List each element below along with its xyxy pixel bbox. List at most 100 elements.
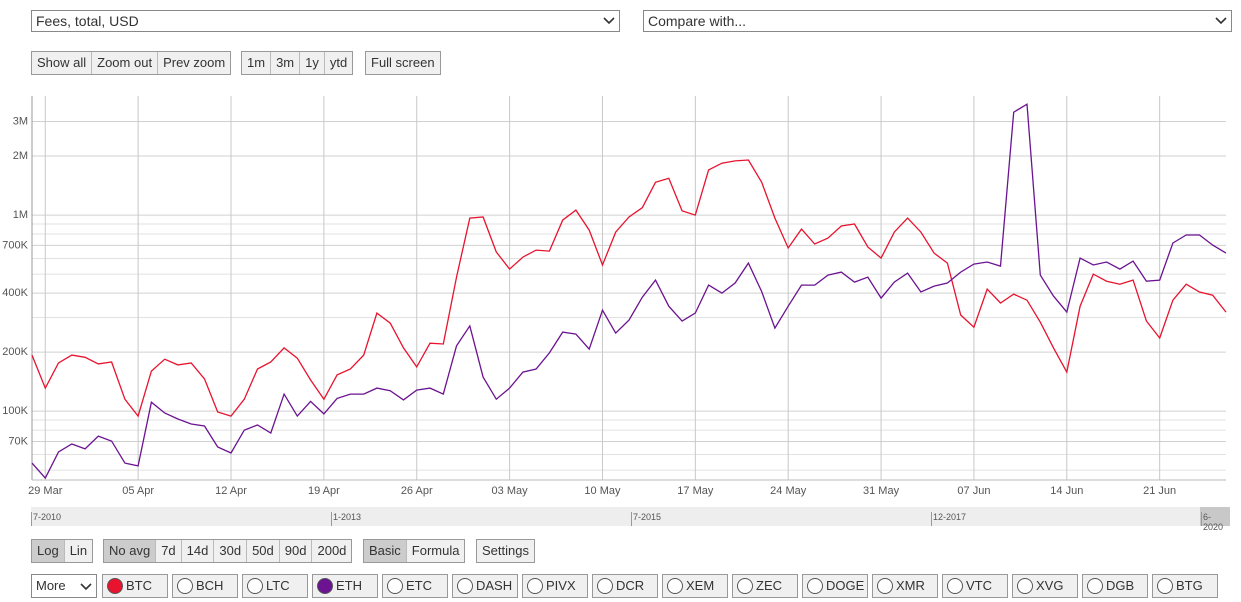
coin-label: BCH [196,578,224,593]
navigator-label: 7-2010 [31,512,61,526]
x-tick-label: 31 May [863,485,900,497]
coin-toggle [947,578,963,594]
coin-toggle [457,578,473,594]
chevron [80,583,92,591]
coin-toggle [667,578,683,594]
button[interactable]: Basic [364,540,407,562]
y-tick-label: 2M [13,150,28,162]
series-line [31,103,1227,480]
x-tick-label: 29 Mar [28,485,63,497]
compare-select[interactable]: Compare with... [643,10,1232,32]
x-tick-label: 21 Jun [1143,485,1176,497]
coin-button[interactable]: XEM [662,574,728,598]
coin-button[interactable]: VTC [942,574,1008,598]
coin-toggle [737,578,753,594]
coin-button[interactable]: BCH [172,574,238,598]
coin-toggle [247,578,263,594]
coin-toggle [877,578,893,594]
navigator-label: 7-2015 [631,512,661,526]
navigator-label: 1-2013 [331,512,361,526]
y-tick-label: 700K [2,239,28,251]
button[interactable]: Show all [32,52,93,74]
button-group: Basic Formula [363,539,466,563]
navigator-selection[interactable] [1200,507,1230,526]
coin-button[interactable]: XMR [872,574,938,598]
y-tick-label: 3M [13,115,28,127]
y-tick-label: 100K [2,405,28,417]
coin-button[interactable]: ETC [382,574,448,598]
coin-button[interactable]: DCR [592,574,658,598]
button[interactable]: Zoom out [92,52,159,74]
coin-toggle [387,578,403,594]
y-tick-label: 70K [8,435,28,447]
button[interactable]: 1y [300,52,325,74]
coin-button[interactable]: DASH [452,574,518,598]
chevron [1215,17,1227,25]
coin-label: DASH [476,578,513,593]
x-tick-label: 14 Jun [1050,485,1083,497]
button[interactable]: Log [32,540,65,562]
navigator-label: 12-2017 [931,512,966,526]
coin-label: LTC [266,578,290,593]
x-tick-label: 24 May [770,485,807,497]
button-group: 1m 3m 1y ytd [241,51,354,75]
coin-toggle [527,578,543,594]
coin-button[interactable]: BTG [1152,574,1218,598]
button[interactable]: No avg [104,540,157,562]
coin-button[interactable]: XVG [1012,574,1078,598]
button[interactable]: Settings [482,543,529,558]
metric-select[interactable]: Fees, total, USD [31,10,620,32]
button[interactable]: Prev zoom [163,55,226,70]
button[interactable]: 30d [214,540,248,562]
x-tick-label: 05 Apr [122,485,154,497]
button[interactable]: 3m [271,52,301,74]
coin-toggle [1017,578,1033,594]
button[interactable]: 50d [247,540,280,562]
coin-label: DGB [1106,578,1135,593]
coin-toggle [1157,578,1173,594]
x-tick-label: 19 Apr [308,485,340,497]
coin-label: ETH [336,578,362,593]
coin-toggle [177,578,193,594]
coin-button[interactable]: LTC [242,574,308,598]
coin-button[interactable]: DGB [1082,574,1148,598]
navigator-label: 6-2020 [1201,512,1230,532]
x-tick-label: 03 May [492,485,529,497]
coin-label: XEM [686,578,715,593]
button[interactable]: Lin [69,543,88,558]
coin-button[interactable]: ZEC [732,574,798,598]
button[interactable]: ytd [329,55,348,70]
button[interactable]: 1m [242,52,272,74]
button[interactable]: Formula [411,543,460,558]
coin-button[interactable]: PIVX [522,574,588,598]
button[interactable]: Full screen [371,55,435,70]
button-group: No avg 7d 14d 30d 50d 90d 200d [103,539,353,563]
button-group: Full screen [365,51,441,75]
x-tick-label: 07 Jun [957,485,990,497]
coin-label: BTG [1176,578,1203,593]
coin-label: XMR [896,578,925,593]
button-group: Log Lin [31,539,94,563]
more-select[interactable]: More [31,574,97,598]
coin-label: PIVX [546,578,576,593]
button[interactable]: 200d [317,543,347,558]
coin-toggle [1087,578,1103,594]
coin-button[interactable]: ETH [312,574,378,598]
metric-label: Fees, total, USD [36,13,139,29]
coin-label: VTC [966,578,992,593]
coin-toggle [597,578,613,594]
button[interactable]: 90d [280,540,313,562]
x-tick-label: 17 May [677,485,714,497]
button[interactable]: 7d [156,540,182,562]
coin-label: ZEC [756,578,782,593]
navigator[interactable]: 7-2010 1-2013 7-2015 12-2017 6-2020 [31,507,1230,532]
coin-button[interactable]: DOGE [802,574,868,598]
chevron [603,17,615,25]
y-tick-label: 1M [13,209,28,221]
x-tick-label: 26 Apr [401,485,433,497]
coin-label: BTC [126,578,152,593]
coin-button[interactable]: BTC [102,574,168,598]
coin-label: ETC [406,578,432,593]
x-tick-label: 10 May [584,485,621,497]
button[interactable]: 14d [182,540,215,562]
